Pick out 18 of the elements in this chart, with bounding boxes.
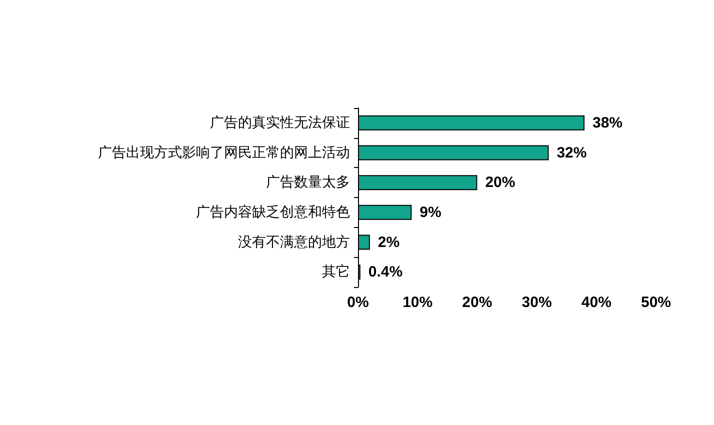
y-tick-label: 广告出现方式影响了网民正常的网上活动	[98, 144, 350, 161]
y-tick-label: 广告的真实性无法保证	[210, 114, 350, 131]
x-tick-label: 30%	[522, 294, 552, 311]
y-tick-label: 广告内容缺乏创意和特色	[196, 204, 350, 220]
data-label: 38%	[592, 114, 623, 132]
data-label: 0.4%	[368, 264, 403, 281]
x-tick-label: 10%	[402, 294, 433, 311]
y-tick-label: 其它	[322, 264, 350, 280]
data-label: 2%	[378, 234, 400, 251]
x-tick-label: 50%	[640, 294, 672, 311]
data-label: 9%	[420, 204, 442, 221]
y-tick-label: 没有不满意的地方	[238, 234, 350, 250]
data-label: 20%	[485, 174, 516, 192]
y-tick-label: 广告数量太多	[266, 174, 350, 191]
x-tick-label: 40%	[581, 294, 612, 311]
x-tick-label: 0%	[347, 294, 369, 311]
x-tick-label: 20%	[462, 294, 492, 311]
data-label: 32%	[556, 144, 587, 162]
